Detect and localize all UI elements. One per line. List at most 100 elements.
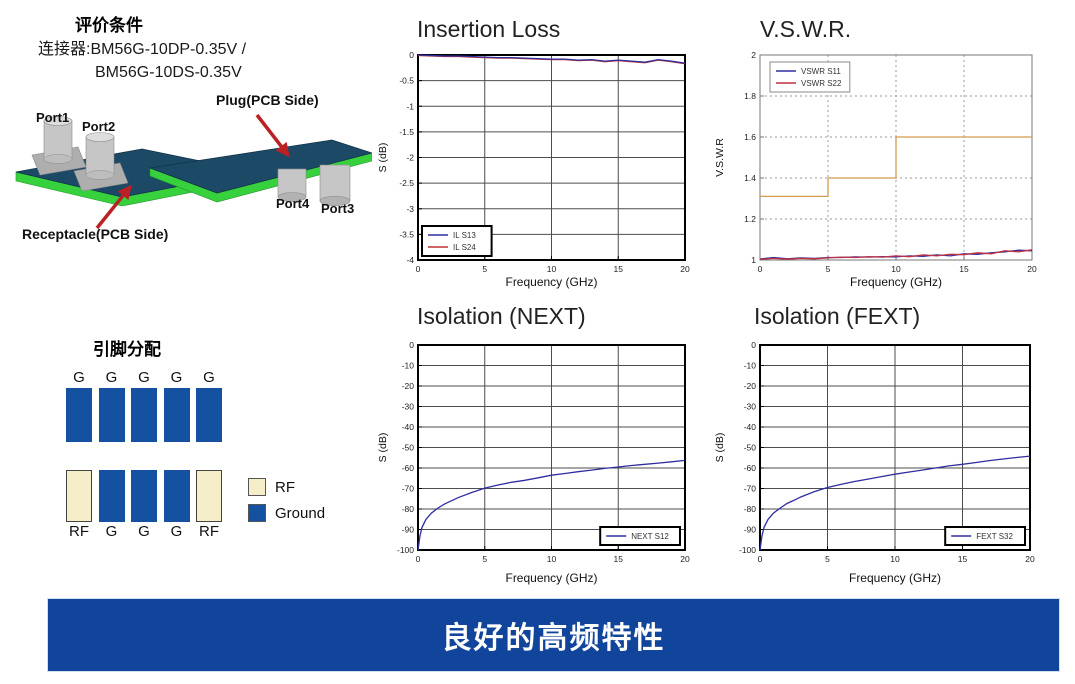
svg-text:-2: -2 [406,153,414,163]
svg-text:0: 0 [751,340,756,350]
conclusion-banner: 良好的高频特性 [47,598,1060,672]
svg-text:S (dB): S (dB) [377,433,389,463]
svg-text:-40: -40 [402,422,415,432]
pin-ground: G [66,368,92,442]
svg-text:-10: -10 [744,361,757,371]
pin-rect-rf [66,470,92,522]
svg-text:IL S24: IL S24 [453,243,476,252]
svg-text:-2.5: -2.5 [399,178,414,188]
pin-ground: G [98,368,125,442]
vswr-chart: 0 5 10 15 20 1 1.2 1.4 1.6 1.8 2 Frequency (GHz) V.S… [714,50,1037,289]
pin-legend: RF Ground [248,478,325,530]
pin-rect-ground [131,470,157,522]
connector-model-line1: 连接器:BM56G-10DP-0.35V / [38,41,247,58]
pin-rf: RF [196,470,222,542]
svg-text:0: 0 [416,554,421,564]
svg-text:-60: -60 [744,463,757,473]
connector-illustration [15,113,372,230]
svg-text:Frequency (GHz): Frequency (GHz) [850,275,942,289]
svg-text:20: 20 [1025,554,1035,564]
svg-text:Frequency (GHz): Frequency (GHz) [849,571,941,585]
pin-ground: G [163,470,190,542]
svg-text:S (dB): S (dB) [714,433,726,463]
pin-rect-rf [196,470,222,522]
svg-text:-1: -1 [406,101,414,111]
svg-text:10: 10 [547,264,557,274]
eval-conditions-title: 评价条件 [75,16,143,35]
svg-text:20: 20 [680,554,690,564]
svg-text:0: 0 [416,264,421,274]
port2-connector [73,132,129,192]
pin-rect-ground [131,388,157,442]
pin-rect-ground [163,388,190,442]
connector-model-line2: BM56G-10DS-0.35V [95,64,242,81]
pin-ground: G [131,368,157,442]
svg-text:1.8: 1.8 [744,91,756,101]
svg-text:5: 5 [825,554,830,564]
svg-text:FEXT S32: FEXT S32 [976,532,1013,541]
pin-assignment-title: 引脚分配 [93,340,161,359]
pin-row-bottom: RF G G G RF [66,470,222,542]
pin-legend-label: RF [275,478,295,496]
pin-legend-item-ground: Ground [248,504,325,522]
svg-text:VSWR S22: VSWR S22 [801,79,842,88]
svg-text:1.4: 1.4 [744,173,756,183]
port1-label: Port1 [36,110,70,125]
insertion-loss-title: Insertion Loss [417,16,561,42]
svg-text:1: 1 [751,255,756,265]
svg-text:-30: -30 [744,402,757,412]
svg-text:S (dB): S (dB) [377,143,389,173]
pin-ground: G [196,368,222,442]
svg-text:-10: -10 [402,361,415,371]
pin-label: G [203,369,215,386]
plug-board [148,139,372,203]
svg-text:NEXT S12: NEXT S12 [631,532,669,541]
svg-text:VSWR S11: VSWR S11 [801,67,841,76]
svg-text:-20: -20 [744,381,757,391]
isolation-fext-title: Isolation (FEXT) [754,303,921,329]
svg-text:15: 15 [959,264,969,274]
pin-rect-ground [163,470,190,522]
pin-label: G [138,369,150,386]
svg-text:-80: -80 [402,504,415,514]
svg-text:-100: -100 [397,545,414,555]
port1-connector [31,116,87,176]
svg-text:-3.5: -3.5 [399,229,414,239]
svg-text:15: 15 [958,554,968,564]
svg-text:1.2: 1.2 [744,214,756,224]
svg-text:-70: -70 [744,484,757,494]
svg-text:1.6: 1.6 [744,132,756,142]
isolation-fext-chart: 0 5 10 15 20 0 -10 -20 -30 -40 -50 -60 -70 -80 -90 -100… [714,340,1035,585]
svg-text:-1.5: -1.5 [399,127,414,137]
svg-text:-60: -60 [402,463,415,473]
plug-side-label: Plug(PCB Side) [216,92,319,108]
svg-text:15: 15 [614,554,624,564]
svg-text:20: 20 [1027,264,1037,274]
pin-rect-ground [196,388,222,442]
svg-text:5: 5 [826,264,831,274]
svg-text:0: 0 [758,554,763,564]
isolation-next-title: Isolation (NEXT) [417,303,586,329]
pin-label: G [138,523,150,540]
svg-text:Frequency (GHz): Frequency (GHz) [505,275,597,289]
port4-label: Port4 [276,196,310,211]
svg-text:-20: -20 [402,381,415,391]
pin-rf: RF [66,470,92,542]
svg-text:10: 10 [547,554,557,564]
svg-text:-50: -50 [744,443,757,453]
svg-text:V.S.W.R: V.S.W.R [714,138,726,177]
port4-connector [277,168,307,202]
pin-label: RF [69,523,89,540]
svg-text:-90: -90 [744,525,757,535]
svg-text:-30: -30 [402,402,415,412]
svg-text:0: 0 [409,50,414,60]
isolation-next-chart: 0 5 10 15 20 0 -10 -20 -30 -40 -50 -60 -70 -80 -90 -100… [377,340,690,585]
pin-label: RF [199,523,219,540]
pin-label: G [105,369,118,386]
svg-text:0: 0 [758,264,763,274]
pin-label: G [105,523,118,540]
svg-text:5: 5 [482,554,487,564]
svg-text:-0.5: -0.5 [399,76,414,86]
